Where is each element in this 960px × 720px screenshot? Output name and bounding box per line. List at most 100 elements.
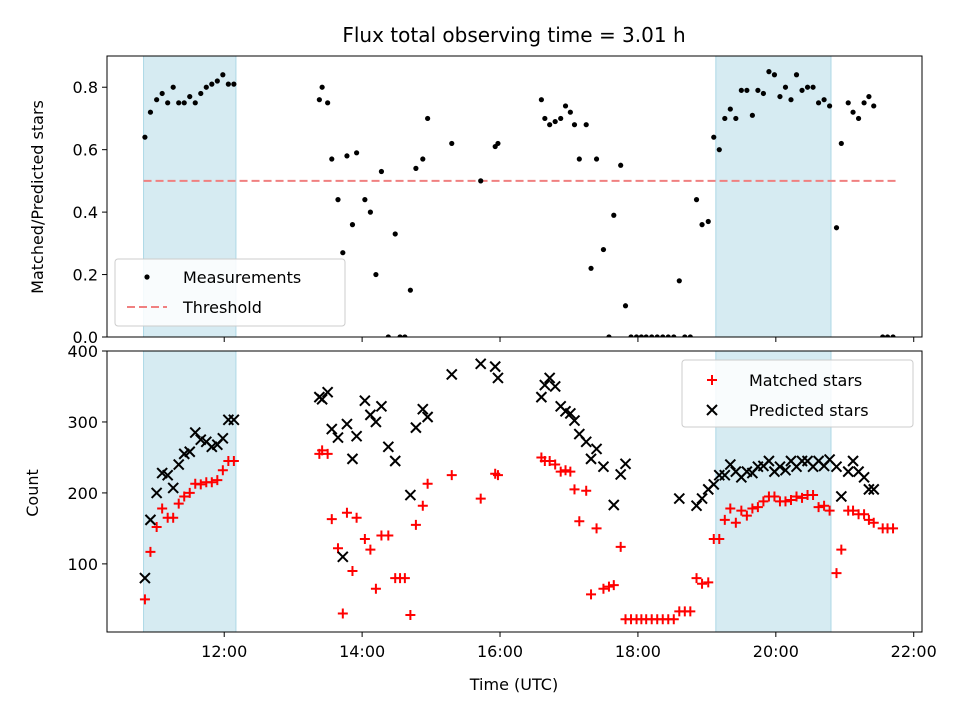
predicted-star-point [375, 400, 388, 413]
bottom-x-tick-label: 14:00 [339, 642, 385, 661]
matched-star-point [370, 583, 381, 594]
measurement-point [671, 334, 677, 337]
matched-star-point [399, 573, 410, 584]
predicted-star-point [421, 411, 434, 423]
matched-star-point [813, 502, 824, 513]
matched-star-point [603, 581, 614, 592]
predicted-star-point [370, 416, 382, 428]
measurement-point [367, 209, 373, 215]
measurement-point [866, 93, 872, 100]
predicted-star-point [763, 455, 775, 467]
matched-star-point [615, 541, 626, 552]
predicted-star-point [868, 483, 880, 496]
measurement-point [744, 87, 750, 93]
measurement-point [890, 334, 896, 337]
measurement-point [884, 334, 891, 337]
measurement-point [871, 103, 877, 109]
measurement-point [558, 115, 564, 122]
measurement-point [187, 93, 193, 100]
matched-star-point [780, 496, 791, 507]
predicted-star-point [389, 455, 401, 467]
matched-star-point [848, 505, 859, 516]
predicted-star-point [150, 487, 163, 499]
measurement-point [821, 97, 827, 103]
predicted-star-point [564, 407, 577, 420]
matched-star-point [691, 573, 702, 584]
measurement-point [665, 334, 671, 337]
matched-star-point [736, 505, 747, 516]
matched-star-point [145, 546, 156, 557]
predicted-star-point [835, 490, 848, 503]
matched-star-point [703, 577, 714, 588]
measurement-point [606, 334, 612, 337]
chart-title: Flux total observing time = 3.01 h [342, 23, 685, 47]
legend-predicted-marker [706, 404, 718, 416]
matched-star-point [351, 512, 362, 523]
predicted-star-point [597, 460, 610, 473]
matched-star-point [769, 491, 780, 502]
predicted-star-point [446, 368, 458, 381]
legend-matched-marker [707, 375, 717, 385]
legend-threshold-label: Threshold [182, 298, 262, 317]
bottom-y-tick-label: 400 [67, 342, 98, 361]
measurement-point [711, 134, 717, 140]
measurement-point [170, 84, 176, 90]
measurement-point [378, 168, 385, 175]
measurement-point [777, 93, 783, 100]
predicted-star-point [189, 426, 201, 439]
predicted-star-point [779, 464, 792, 476]
predicted-star-point [673, 492, 686, 505]
measurement-point [159, 90, 165, 97]
measurement-point [319, 84, 325, 90]
matched-star-point [417, 500, 428, 511]
predicted-star-point [608, 499, 620, 511]
predicted-star-point [535, 391, 548, 403]
measurement-point [855, 115, 862, 122]
matched-star-point [347, 565, 358, 576]
measurement-point [567, 109, 573, 115]
matched-star-point [322, 448, 333, 459]
measurement-point [385, 334, 391, 337]
measurement-point [588, 265, 594, 271]
measurement-point [478, 178, 484, 184]
matched-star-point [405, 609, 416, 620]
top-axes-frame [106, 55, 923, 338]
measurement-point [538, 97, 544, 103]
matched-star-point [785, 495, 796, 506]
matched-star-point [550, 459, 561, 470]
predicted-star-point [475, 358, 487, 370]
measurement-point [154, 97, 160, 103]
bottom-y-axis-label: Count [23, 469, 42, 517]
matched-star-point [868, 517, 879, 528]
matched-star-point [747, 503, 758, 514]
measurement-point [335, 197, 341, 203]
measurement-point [420, 156, 426, 162]
matched-star-point [836, 544, 847, 555]
predicted-star-point [359, 394, 371, 407]
matched-star-point [422, 478, 433, 489]
top-y-tick-label: 0.8 [73, 78, 98, 97]
predicted-star-point [228, 414, 240, 426]
predicted-star-point [217, 432, 229, 444]
predicted-star-point [404, 489, 417, 501]
top-y-tick-label: 0.6 [73, 141, 98, 160]
measurement-point [402, 334, 408, 337]
predicted-star-point [167, 482, 179, 494]
matched-star-point [831, 568, 842, 579]
measurement-point [562, 103, 569, 109]
predicted-star-point [326, 423, 338, 435]
measurement-point [749, 112, 755, 118]
measurement-point [583, 122, 589, 128]
predicted-star-point [724, 458, 737, 471]
measurement-point [449, 140, 455, 147]
measurement-point [413, 165, 419, 171]
measurement-point [771, 72, 778, 78]
predicted-star-point [539, 379, 551, 391]
x-axis-label: Time (UTC) [469, 675, 558, 694]
predicted-star-point [341, 418, 353, 430]
legend-predicted-label: Predicted stars [749, 401, 869, 420]
bottom-y-tick-label: 200 [67, 484, 98, 503]
measurement-point [198, 90, 204, 97]
measurement-point [722, 115, 728, 122]
measurement-point [165, 100, 171, 106]
